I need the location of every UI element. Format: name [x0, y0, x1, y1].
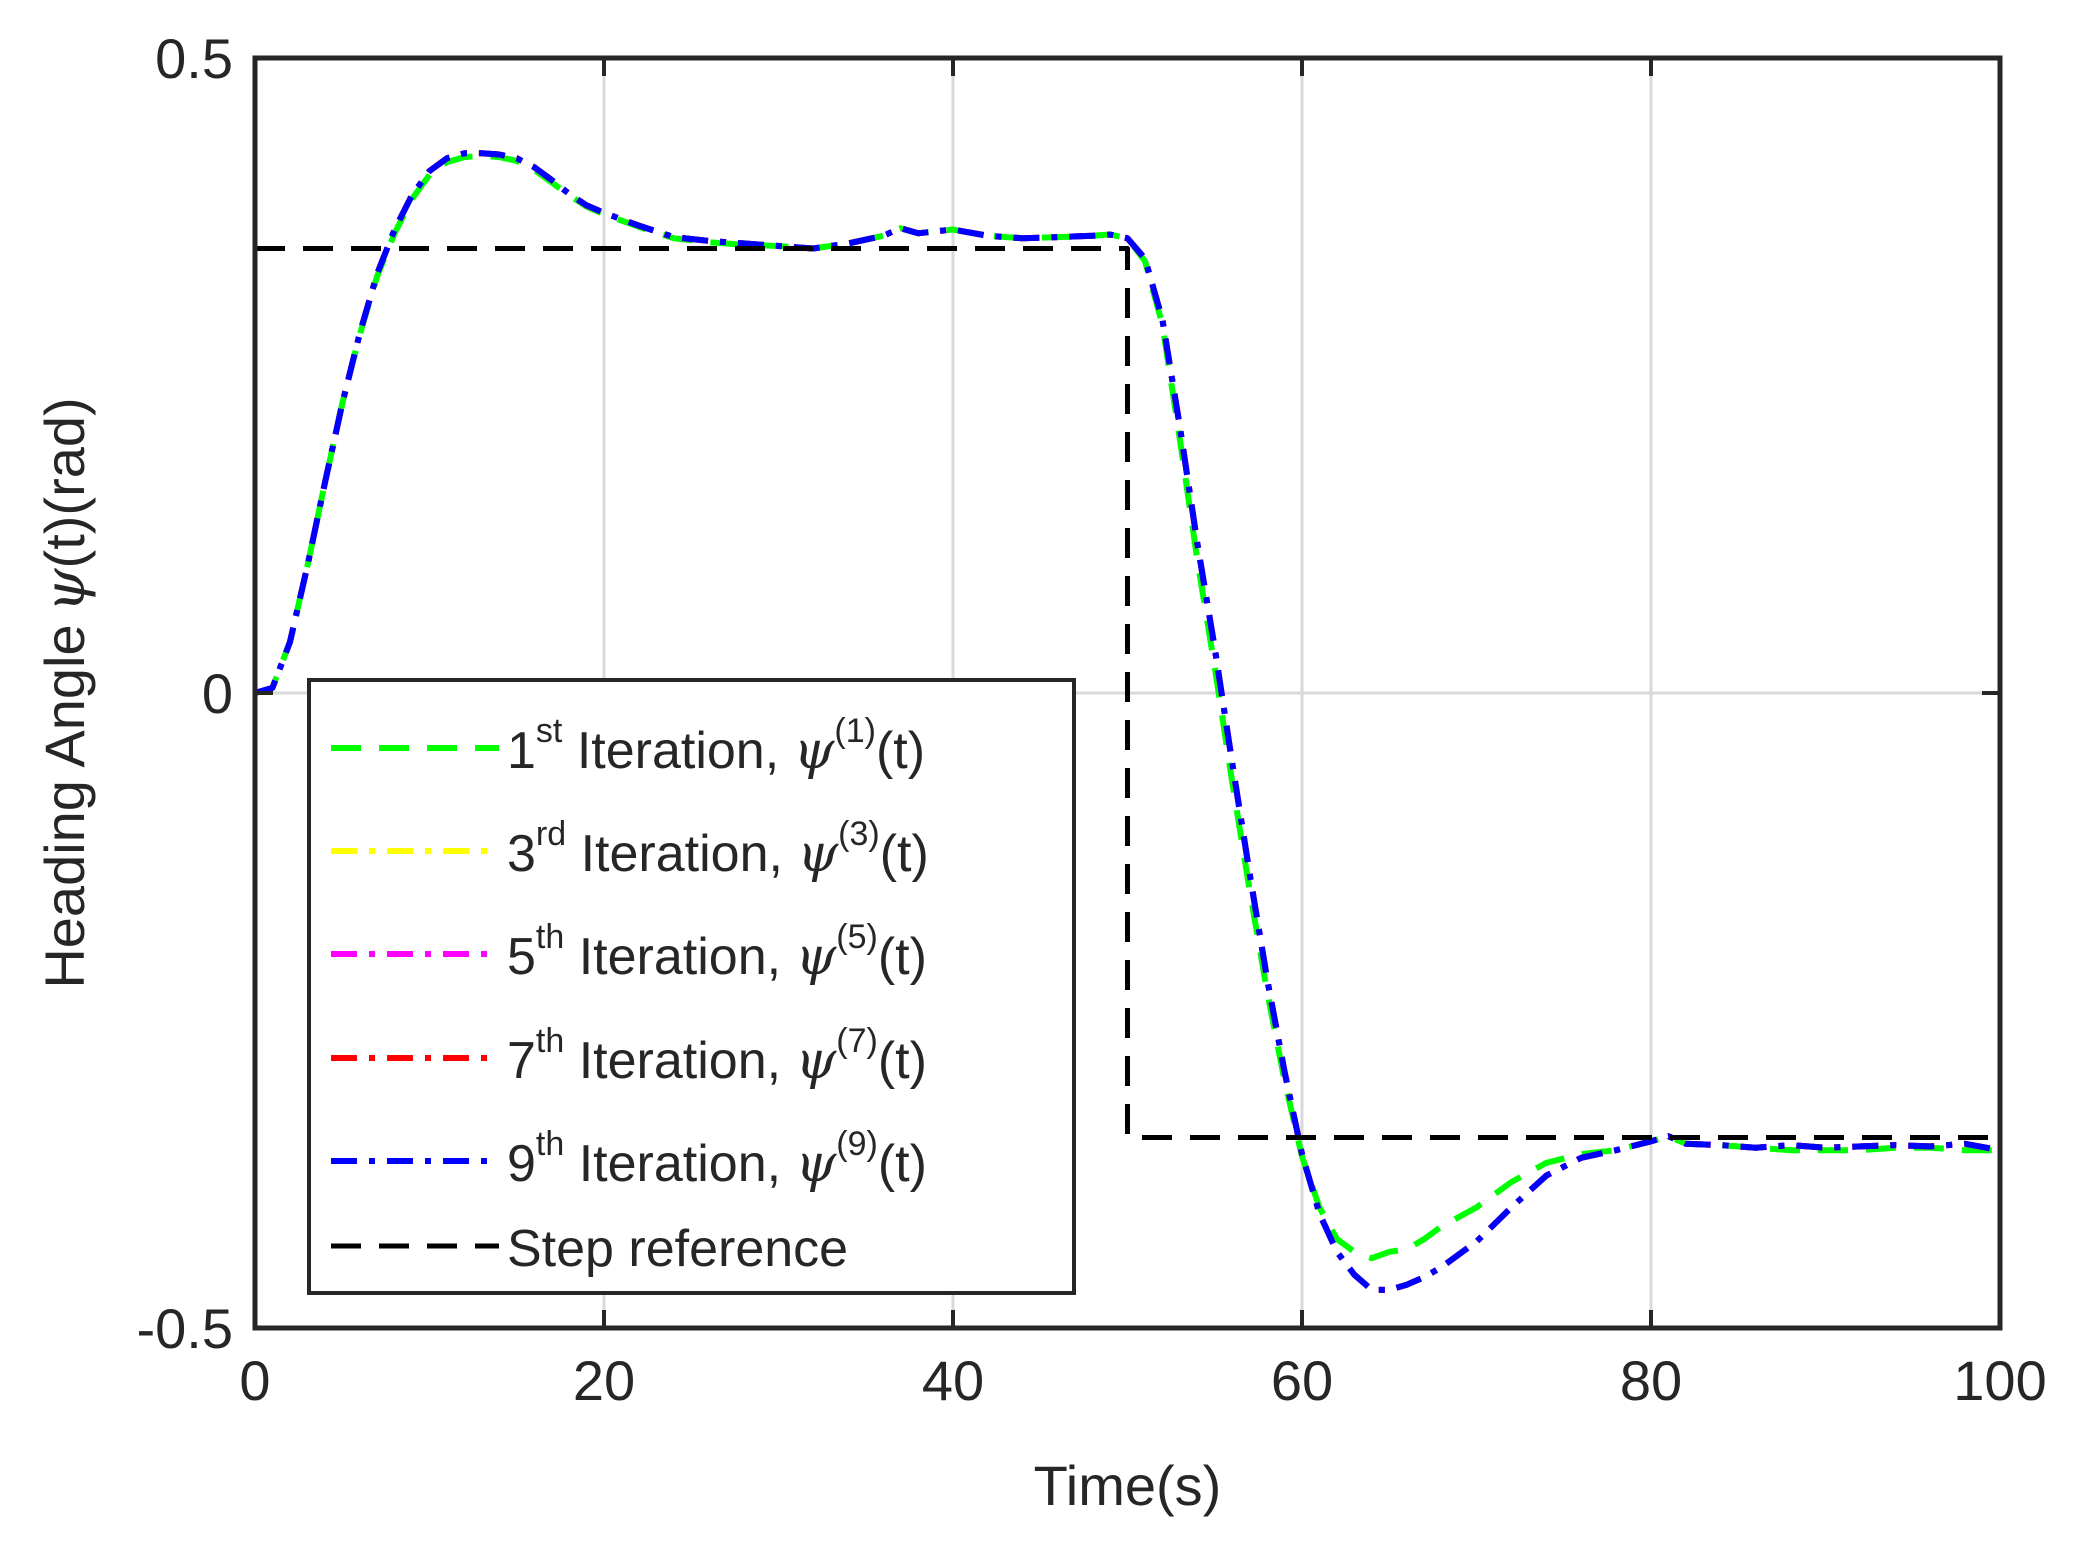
legend-label-4: 7th Iteration, ψ(7)(t) [507, 1022, 927, 1091]
legend-tail: (t) [876, 722, 925, 780]
legend-num: 1 [507, 722, 536, 780]
series-line-5 [254, 150, 2001, 1293]
legend: 1st Iteration, ψ(1)(t)3rd Iteration, ψ(3… [307, 678, 1076, 1295]
legend-psi: ψ [796, 1134, 838, 1194]
legend-num: 5 [507, 928, 536, 986]
y-axis-title-prefix: Heading Angle [33, 624, 96, 988]
legend-tail: (t) [880, 825, 929, 883]
legend-index: (7) [836, 1022, 878, 1060]
legend-mid: Iteration, [564, 1032, 795, 1090]
x-axis-title: Time(s) [1034, 1454, 1222, 1517]
legend-label-6: Step reference [507, 1220, 848, 1278]
x-tick-label: 20 [573, 1349, 635, 1412]
legend-label-2: 3rd Iteration, ψ(3)(t) [507, 815, 929, 884]
legend-num: 3 [507, 825, 536, 883]
x-tick-label: 100 [1953, 1349, 2046, 1412]
legend-ordinal: th [536, 1125, 564, 1163]
x-tick-label: 80 [1620, 1349, 1682, 1412]
legend-ordinal: rd [536, 815, 566, 853]
data-series [254, 150, 2001, 1293]
legend-label-5: 9th Iteration, ψ(9)(t) [507, 1125, 927, 1194]
legend-mid: Iteration, [566, 825, 797, 883]
legend-index: (1) [834, 712, 876, 750]
legend-mid: Iteration, [564, 928, 795, 986]
legend-psi: ψ [797, 824, 839, 884]
tick-labels: 0 20 40 60 80 100-0.500.5 [137, 27, 2047, 1412]
legend-index: (3) [838, 815, 880, 853]
y-axis-title-psi: ψ [33, 567, 98, 612]
legend-num: 7 [507, 1032, 536, 1090]
y-tick-label: 0.5 [155, 27, 233, 90]
legend-mid: Iteration, [564, 1135, 795, 1193]
legend-ordinal: th [536, 918, 564, 956]
x-tick-label: 40 [922, 1349, 984, 1412]
legend-psi: ψ [796, 1031, 838, 1091]
legend-tail: (t) [878, 1135, 927, 1193]
legend-ordinal: st [536, 712, 563, 750]
legend-ordinal: th [536, 1022, 564, 1060]
axis-ticks [253, 56, 2002, 1330]
legend-label-1: 1st Iteration, ψ(1)(t) [507, 712, 925, 781]
x-tick-label: 0 [239, 1349, 270, 1412]
legend-label-3: 5th Iteration, ψ(5)(t) [507, 918, 927, 987]
legend-num: 9 [507, 1135, 536, 1193]
legend-index: (9) [836, 1125, 878, 1163]
legend-box [307, 678, 1076, 1295]
y-tick-label: 0 [202, 662, 233, 725]
legend-tail: (t) [878, 928, 927, 986]
y-tick-label: -0.5 [137, 1297, 234, 1360]
legend-index: (5) [836, 918, 878, 956]
legend-psi: ψ [796, 927, 838, 987]
series-line-6 [255, 246, 2000, 1140]
legend-mid: Iteration, [562, 722, 793, 780]
legend-tail: (t) [878, 1032, 927, 1090]
y-axis-title-suffix: (t)(rad) [33, 397, 96, 568]
x-tick-label: 60 [1271, 1349, 1333, 1412]
legend-psi: ψ [794, 721, 836, 781]
legend-items: 1st Iteration, ψ(1)(t)3rd Iteration, ψ(3… [331, 712, 929, 1278]
y-axis-title: Heading Angle ψ(t)(rad) [33, 397, 98, 988]
